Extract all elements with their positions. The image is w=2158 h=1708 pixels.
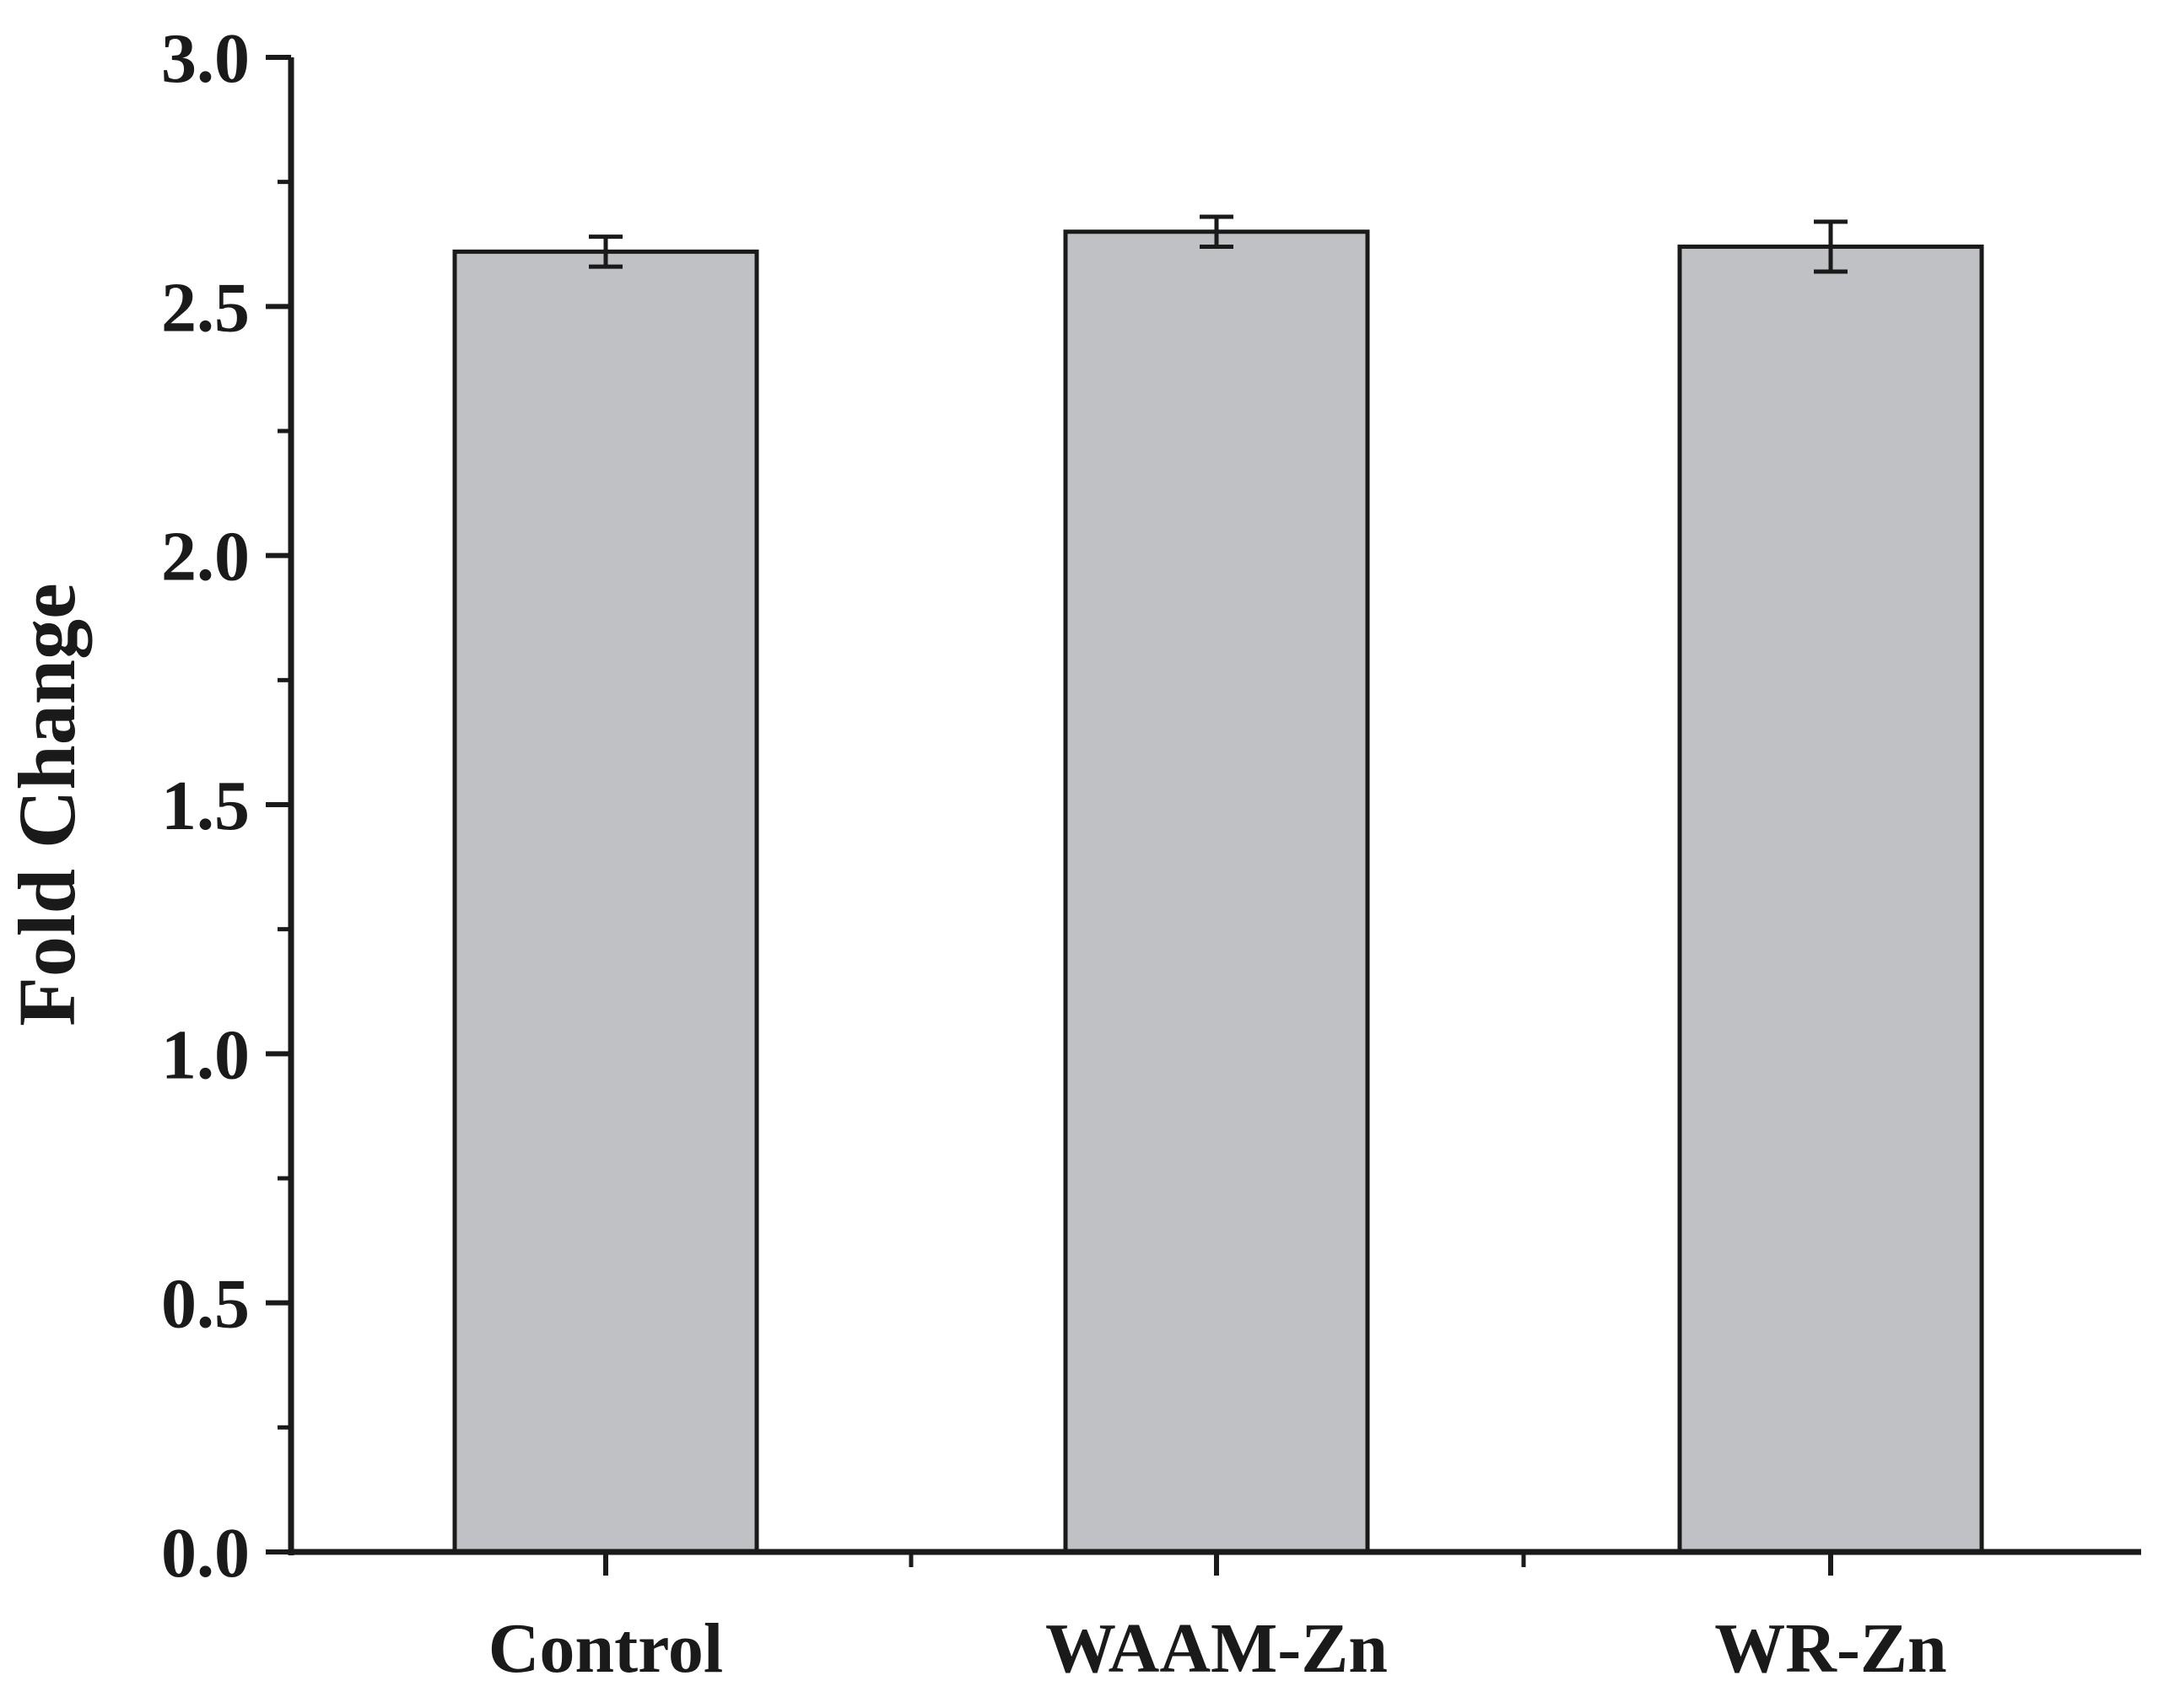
y-tick-label-2.0: 2.0 — [161, 518, 250, 596]
x-tick-label-wr-zn: WR-Zn — [1714, 1609, 1946, 1688]
y-tick-label-1.0: 1.0 — [161, 1016, 250, 1094]
bar-waam-zn — [1063, 229, 1370, 1554]
bars-layer — [452, 229, 1984, 1554]
x-tick-label-waam-zn: WAAM-Zn — [1045, 1609, 1388, 1688]
y-tick-label-1.5: 1.5 — [161, 767, 250, 845]
error-bars-layer — [589, 214, 1848, 274]
y-tick-label-2.5: 2.5 — [161, 268, 250, 347]
bar-wr-zn — [1677, 244, 1984, 1554]
bar-control — [452, 249, 759, 1554]
x-tick-label-control: Control — [488, 1609, 723, 1688]
y-tick-label-0.0: 0.0 — [161, 1514, 250, 1592]
y-tick-label-3.0: 3.0 — [161, 19, 250, 98]
x-ticks-layer: Control WAAM-Zn WR-Zn — [488, 1552, 1947, 1688]
y-ticks-layer: 0.0 0.5 1.0 1.5 2.0 2.5 3.0 — [161, 19, 291, 1592]
y-axis-title: Fold Change — [2, 583, 92, 1026]
y-tick-label-0.5: 0.5 — [161, 1265, 250, 1344]
